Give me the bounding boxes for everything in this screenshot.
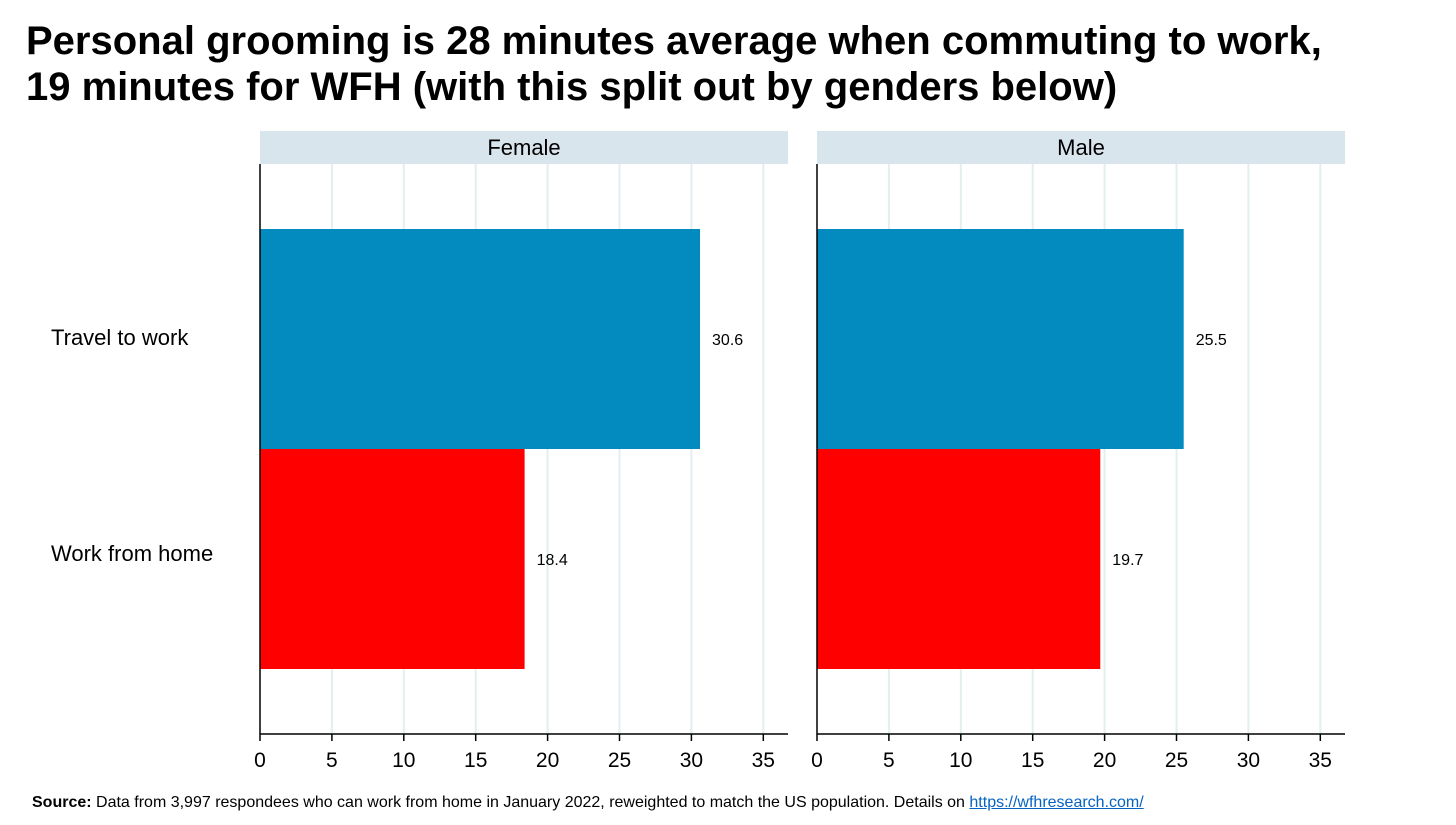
source-link[interactable]: https://wfhresearch.com/ xyxy=(969,794,1144,811)
x-tick-label-0-2: 10 xyxy=(392,749,415,772)
chart-title-line-2: 19 minutes for WFH (with this split out … xyxy=(26,65,1118,109)
x-tick-label-1-2: 10 xyxy=(949,749,972,772)
category-label-0: Travel to work xyxy=(51,325,189,350)
panel-header-1 xyxy=(817,131,1345,164)
bar-female-0 xyxy=(260,229,701,449)
x-tick-label-1-5: 25 xyxy=(1165,749,1188,772)
x-tick-label-1-4: 20 xyxy=(1093,749,1116,772)
data-label-male-0: 25.5 xyxy=(1196,332,1227,349)
source-text: Data from 3,997 respondees who can work … xyxy=(91,794,970,811)
x-tick-label-1-0: 0 xyxy=(811,749,823,772)
panel-title-0: Female xyxy=(487,135,560,160)
bar-female-1 xyxy=(260,449,525,669)
panel-header-0 xyxy=(260,131,788,164)
panel-title-1: Male xyxy=(1057,135,1105,160)
data-label-male-1: 19.7 xyxy=(1112,552,1143,569)
x-tick-label-0-3: 15 xyxy=(464,749,487,772)
bar-chart: Female 30.6 18.4 0 5 10 15 20 25 30 35 Male 25.5 19.7… xyxy=(51,131,1345,772)
x-tick-label-0-4: 20 xyxy=(536,749,559,772)
x-tick-label-0-6: 30 xyxy=(680,749,703,772)
x-tick-label-1-7: 35 xyxy=(1309,749,1332,772)
data-label-female-0: 30.6 xyxy=(712,332,743,349)
x-tick-label-0-5: 25 xyxy=(608,749,631,772)
x-tick-label-0-0: 0 xyxy=(254,749,266,772)
x-tick-label-1-6: 30 xyxy=(1237,749,1260,772)
chart-title: Personal grooming is 28 minutes average … xyxy=(26,18,1426,110)
x-tick-label-1-1: 5 xyxy=(883,749,895,772)
x-tick-label-0-1: 5 xyxy=(326,749,338,772)
bar-male-1 xyxy=(817,449,1101,669)
bar-male-0 xyxy=(817,229,1184,449)
x-tick-label-0-7: 35 xyxy=(752,749,775,772)
source-label: Source: xyxy=(32,794,92,811)
x-tick-label-1-3: 15 xyxy=(1021,749,1044,772)
category-label-1: Work from home xyxy=(51,541,213,566)
source-note: Source: Data from 3,997 respondees who c… xyxy=(32,793,1144,813)
data-label-female-1: 18.4 xyxy=(537,552,568,569)
chart-title-line-1: Personal grooming is 28 minutes average … xyxy=(26,19,1322,63)
